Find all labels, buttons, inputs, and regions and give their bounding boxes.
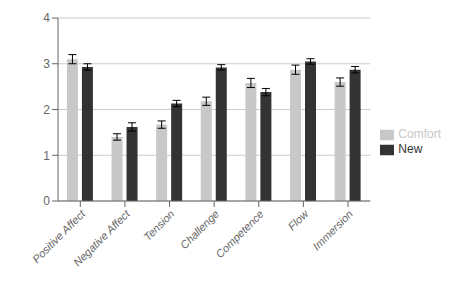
html-text:New: New	[398, 142, 423, 156]
svg-text:0: 0	[43, 194, 50, 208]
svg-text:Negative Affect: Negative Affect	[71, 207, 133, 269]
svg-text:2: 2	[43, 103, 50, 117]
svg-text:Positive Affect: Positive Affect	[29, 207, 88, 266]
svg-text:Challenge: Challenge	[178, 208, 222, 252]
svg-text:Flow: Flow	[286, 207, 312, 233]
html-text:Comfort: Comfort	[398, 127, 441, 142]
svg-text:Competence: Competence	[213, 208, 266, 261]
svg-text:1: 1	[43, 149, 50, 163]
svg-text:4: 4	[43, 11, 50, 25]
svg-text:Tension: Tension	[141, 208, 176, 243]
svg-text:3: 3	[43, 57, 50, 71]
svg-text:Immersion: Immersion	[310, 208, 355, 253]
